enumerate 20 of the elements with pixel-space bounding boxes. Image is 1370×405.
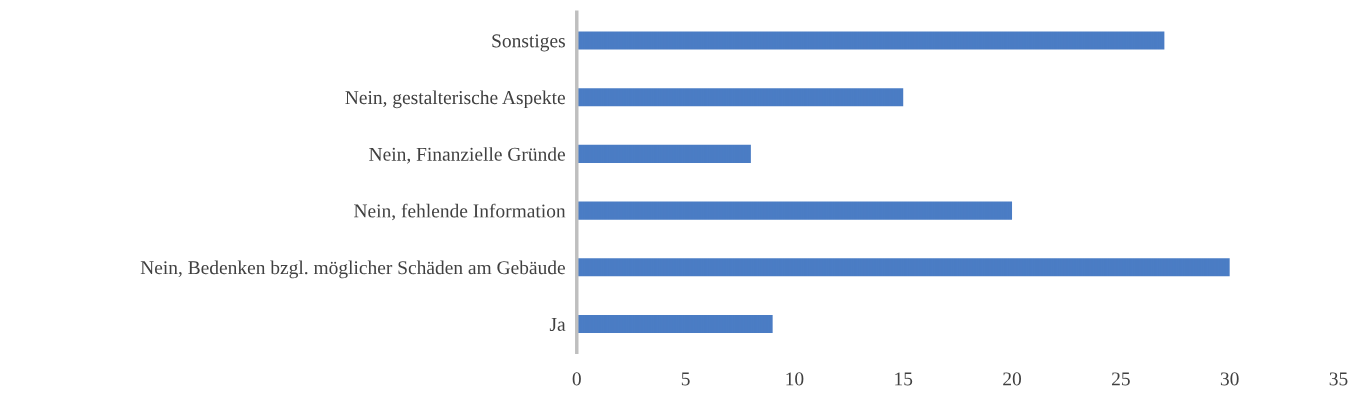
bar bbox=[576, 31, 1165, 50]
bar bbox=[576, 144, 751, 163]
x-tick-label: 35 bbox=[1329, 372, 1348, 386]
bar bbox=[576, 314, 773, 334]
x-tick-label: 0 bbox=[572, 372, 581, 386]
y-tick-label: Nein, Bedenken bzgl. möglicher Schäden am Gebäude bbox=[140, 260, 565, 279]
x-tick-label: 30 bbox=[1220, 372, 1239, 386]
y-tick-label: Nein, Finanzielle Gründe bbox=[369, 147, 565, 164]
x-tick-label: 5 bbox=[681, 372, 690, 386]
y-tick-label: Nein, gestalterische Aspekte bbox=[345, 90, 565, 109]
bar bbox=[576, 88, 904, 107]
y-tick-label: Sonstiges bbox=[492, 34, 565, 52]
x-tick-label: 25 bbox=[1111, 372, 1130, 386]
bar bbox=[576, 201, 1013, 220]
x-tick-label: 10 bbox=[786, 372, 804, 386]
y-tick-label: Nein, fehlende Information bbox=[354, 203, 566, 221]
x-tick-label: 20 bbox=[1003, 372, 1022, 386]
y-tick-label: Ja bbox=[549, 318, 566, 331]
bar bbox=[576, 258, 1230, 277]
x-tick-label: 15 bbox=[895, 372, 913, 386]
